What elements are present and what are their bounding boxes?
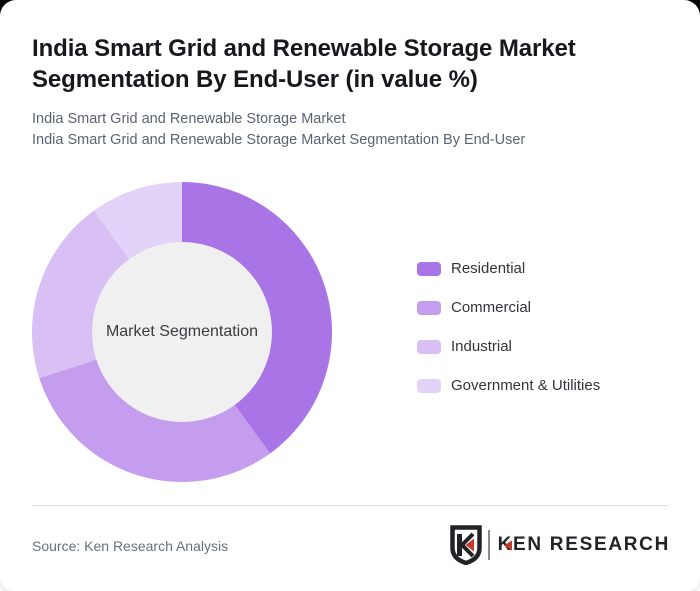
logo-text-rest: EN RESEARCH [513, 534, 670, 555]
ken-research-logo: K EN RESEARCH [449, 525, 670, 565]
title-line-1: India Smart Grid and Renewable Storage M… [32, 35, 576, 62]
legend-label: Industrial [451, 338, 512, 355]
legend-label: Residential [451, 260, 526, 277]
legend-label: Government & Utilities [451, 377, 601, 394]
legend-swatch [417, 261, 441, 276]
emblem-red-triangle-icon [465, 538, 474, 552]
ken-research-shield-icon [449, 525, 482, 565]
logo-text: K EN RESEARCH [498, 534, 670, 556]
logo-letter-k: K [498, 534, 513, 556]
subtitle-line-1: India Smart Grid and Renewable Storage M… [32, 111, 346, 127]
legend-item-industrial: Industrial [417, 338, 600, 355]
title-line-2: Segmentation By End-User (in value %) [32, 66, 478, 93]
donut-chart: Market Segmentation [32, 182, 332, 482]
legend-item-commercial: Commercial [417, 299, 600, 316]
legend-swatch [417, 300, 441, 315]
chart-legend: Residential Commercial Industrial Govern… [417, 260, 601, 394]
legend-swatch [417, 339, 441, 354]
logo-red-triangle-icon [503, 540, 512, 551]
legend-item-residential: Residential [417, 260, 600, 277]
donut-center-label: Market Segmentation [105, 323, 259, 340]
chart-subtitle: India Smart Grid and Renewable Storage M… [32, 109, 525, 151]
logo-divider-bar [487, 530, 490, 560]
page-title: India Smart Grid and Renewable Storage M… [32, 33, 576, 95]
legend-swatch [417, 378, 441, 393]
footer-divider [32, 505, 668, 506]
legend-label: Commercial [451, 299, 532, 316]
legend-item-government-utilities: Government & Utilities [417, 377, 601, 394]
donut-center: Market Segmentation [92, 242, 272, 422]
source-text: Source: Ken Research Analysis [32, 538, 229, 554]
subtitle-line-2: India Smart Grid and Renewable Storage M… [32, 132, 526, 148]
